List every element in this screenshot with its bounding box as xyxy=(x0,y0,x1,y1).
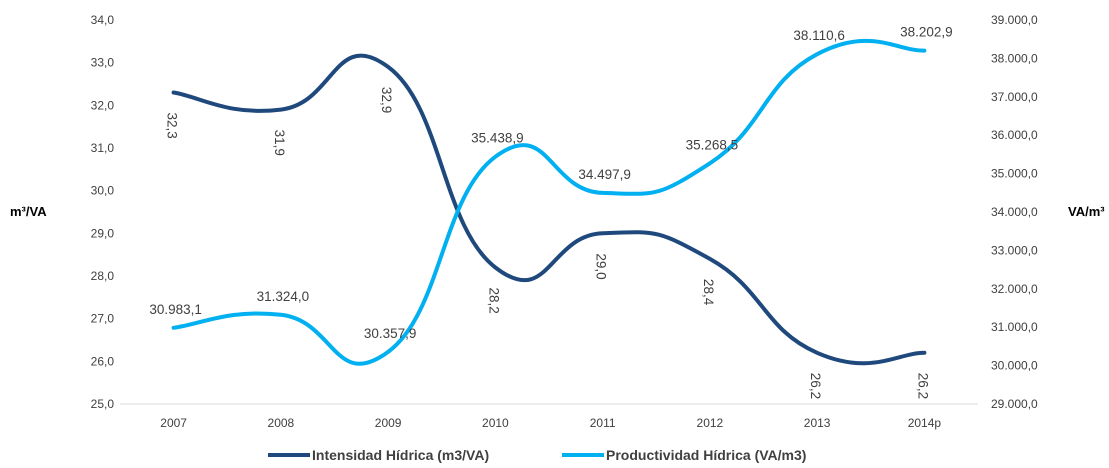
left-y-tick-label: 26,0 xyxy=(91,354,115,368)
x-tick-label: 2012 xyxy=(697,416,724,430)
right-y-axis-title: VA/m³ xyxy=(1068,204,1105,219)
right-y-axis-ticks: 29.000,0 30.000,0 31.000,0 32.000,0 33.000,0… xyxy=(991,13,1038,411)
left-y-axis-title: m³/VA xyxy=(10,204,47,219)
data-label-intensidad: 31,9 xyxy=(272,130,287,156)
legend-label-intensidad: Intensidad Hídrica (m3/VA) xyxy=(312,447,489,463)
left-y-tick-label: 25,0 xyxy=(91,397,115,411)
x-tick-label: 2011 xyxy=(590,416,616,430)
left-y-tick-label: 27,0 xyxy=(91,312,115,326)
x-tick-label: 2009 xyxy=(375,416,402,430)
right-y-tick-label: 39.000,0 xyxy=(991,13,1038,27)
data-labels: 32,3 31,9 32,9 28,2 29,0 28,4 26,2 26,2 30.983,1… xyxy=(149,25,952,399)
x-axis-ticks: 2007 2008 2009 2010 2011 2012 2013 2014p xyxy=(160,416,941,430)
x-tick-label: 2013 xyxy=(804,416,831,430)
data-label-intensidad: 26,2 xyxy=(808,373,823,399)
left-y-tick-label: 29,0 xyxy=(91,226,115,240)
data-label-intensidad: 28,2 xyxy=(486,287,501,313)
left-y-tick-label: 33,0 xyxy=(91,56,115,70)
data-label-intensidad: 32,3 xyxy=(165,113,180,139)
left-y-tick-label: 31,0 xyxy=(91,141,115,155)
right-y-tick-label: 34.000,0 xyxy=(991,205,1038,219)
series xyxy=(171,38,927,366)
data-label-intensidad: 32,9 xyxy=(379,87,394,113)
right-y-tick-label: 36.000,0 xyxy=(991,128,1038,142)
left-y-axis-ticks: 25,0 26,0 27,0 28,0 29,0 30,0 31,0 32,0 33,0 34,0 xyxy=(91,13,115,411)
series-line-intensidad xyxy=(171,53,927,366)
legend: Intensidad Hídrica (m3/VA) Productividad… xyxy=(268,447,806,463)
data-label-productividad: 30.983,1 xyxy=(149,302,202,317)
left-y-tick-label: 34,0 xyxy=(91,13,115,27)
data-label-productividad: 35.268,5 xyxy=(686,137,739,152)
right-y-tick-label: 32.000,0 xyxy=(991,282,1038,296)
data-label-productividad: 38.202,9 xyxy=(900,25,953,40)
data-label-productividad: 31.324,0 xyxy=(257,289,310,304)
left-y-tick-label: 30,0 xyxy=(91,184,115,198)
right-y-tick-label: 38.000,0 xyxy=(991,51,1038,65)
data-label-intensidad: 26,2 xyxy=(915,373,930,399)
right-y-tick-label: 30.000,0 xyxy=(991,359,1038,373)
data-label-intensidad: 29,0 xyxy=(594,253,609,279)
legend-label-productividad: Productividad Hídrica (VA/m3) xyxy=(606,447,806,463)
x-tick-label: 2010 xyxy=(482,416,509,430)
left-y-tick-label: 32,0 xyxy=(91,98,115,112)
series-line-productividad xyxy=(171,38,927,366)
x-tick-label: 2008 xyxy=(268,416,295,430)
x-tick-label: 2007 xyxy=(160,416,187,430)
right-y-tick-label: 35.000,0 xyxy=(991,167,1038,181)
axes: 25,0 26,0 27,0 28,0 29,0 30,0 31,0 32,0 33,0 34,0… xyxy=(91,13,1038,430)
x-tick-label: 2014p xyxy=(908,416,942,430)
left-y-tick-label: 28,0 xyxy=(91,269,115,283)
data-label-productividad: 34.497,9 xyxy=(578,167,631,182)
right-y-tick-label: 37.000,0 xyxy=(991,90,1038,104)
right-y-tick-label: 33.000,0 xyxy=(991,243,1038,257)
right-y-tick-label: 31.000,0 xyxy=(991,320,1038,334)
data-label-productividad: 30.357,9 xyxy=(364,326,417,341)
right-y-tick-label: 29.000,0 xyxy=(991,397,1038,411)
data-label-productividad: 35.438,9 xyxy=(471,131,524,146)
data-label-intensidad: 28,4 xyxy=(701,279,716,306)
data-label-productividad: 38.110,6 xyxy=(793,28,845,43)
